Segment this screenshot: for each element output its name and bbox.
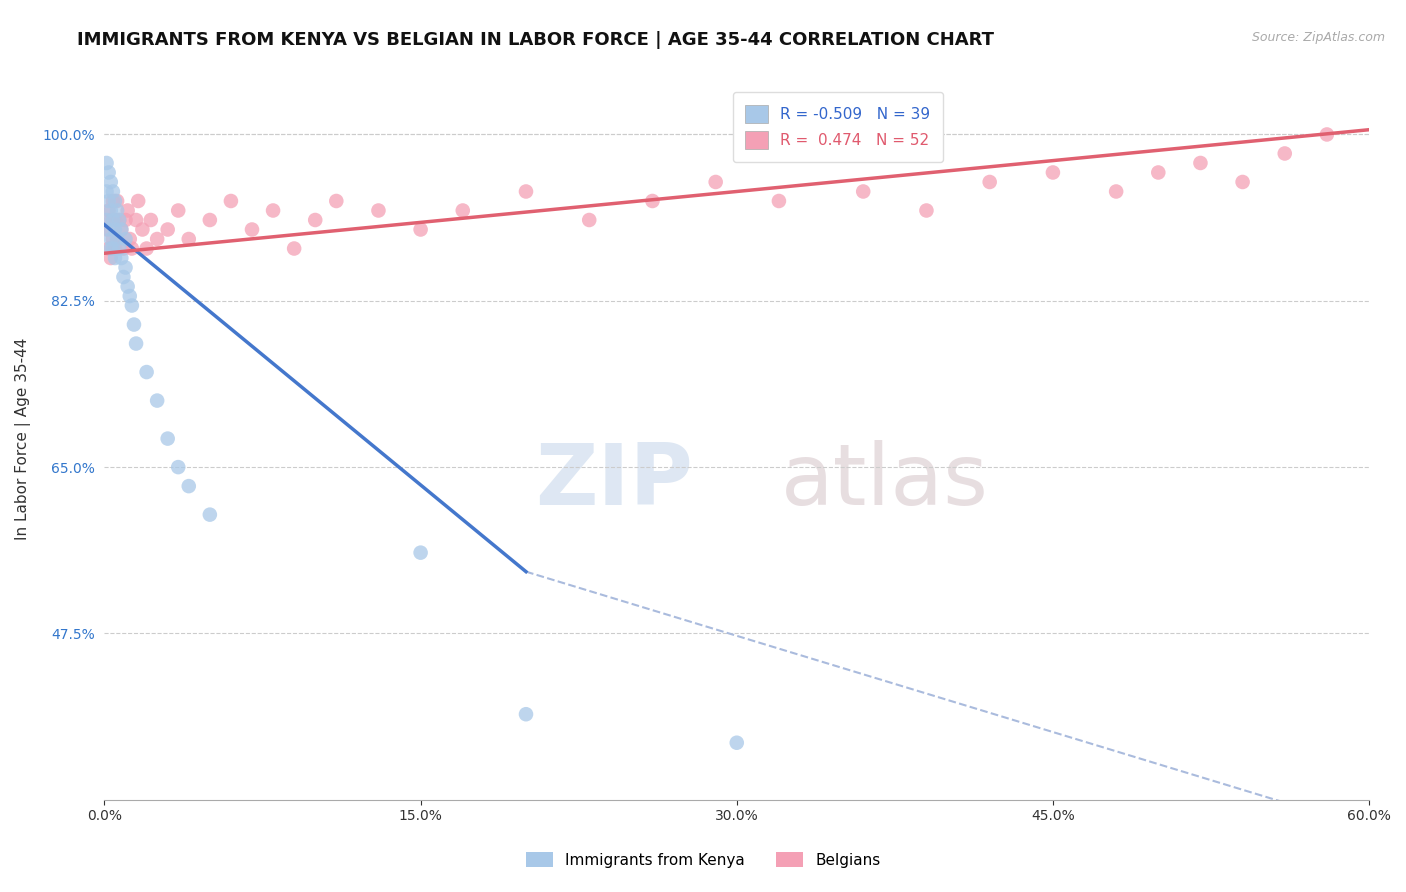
Point	[451, 203, 474, 218]
Point	[125, 336, 148, 351]
Point	[100, 213, 122, 227]
Point	[105, 232, 128, 246]
Point	[110, 222, 132, 236]
Point	[114, 232, 136, 246]
Point	[114, 213, 136, 227]
Point	[219, 194, 242, 208]
Text: Source: ZipAtlas.com: Source: ZipAtlas.com	[1251, 31, 1385, 45]
Point	[409, 546, 432, 560]
Point	[97, 165, 120, 179]
Point	[167, 460, 190, 475]
Point	[110, 222, 132, 236]
Point	[283, 242, 305, 256]
Point	[104, 251, 127, 265]
Point	[325, 194, 347, 208]
Point	[156, 222, 179, 236]
Point	[100, 203, 122, 218]
Point	[131, 222, 153, 236]
Point	[121, 299, 143, 313]
Point	[979, 175, 1001, 189]
Point	[704, 175, 727, 189]
Point	[121, 242, 143, 256]
Point	[167, 203, 190, 218]
Point	[768, 194, 790, 208]
Point	[112, 270, 135, 285]
Point	[97, 242, 120, 256]
Point	[240, 222, 263, 236]
Point	[108, 213, 131, 227]
Point	[262, 203, 284, 218]
Point	[409, 222, 432, 236]
Point	[97, 203, 120, 218]
Point	[101, 194, 124, 208]
Point	[146, 393, 169, 408]
Point	[367, 203, 389, 218]
Point	[578, 213, 600, 227]
Point	[1316, 128, 1339, 142]
Point	[198, 213, 221, 227]
Point	[105, 194, 128, 208]
Point	[101, 185, 124, 199]
Point	[177, 232, 200, 246]
Point	[108, 242, 131, 256]
Point	[96, 222, 118, 236]
Point	[118, 289, 141, 303]
Point	[198, 508, 221, 522]
Point	[101, 242, 124, 256]
Point	[105, 203, 128, 218]
Point	[1042, 165, 1064, 179]
Point	[96, 213, 118, 227]
Point	[97, 222, 120, 236]
Point	[101, 213, 124, 227]
Point	[97, 194, 120, 208]
Point	[125, 213, 148, 227]
Point	[104, 213, 127, 227]
Point	[1147, 165, 1170, 179]
Point	[1232, 175, 1254, 189]
Point	[100, 175, 122, 189]
Point	[105, 232, 128, 246]
Y-axis label: In Labor Force | Age 35-44: In Labor Force | Age 35-44	[15, 337, 31, 540]
Legend: R = -0.509   N = 39, R =  0.474   N = 52: R = -0.509 N = 39, R = 0.474 N = 52	[733, 92, 943, 161]
Text: atlas: atlas	[780, 441, 988, 524]
Point	[304, 213, 326, 227]
Point	[100, 232, 122, 246]
Point	[104, 222, 127, 236]
Point	[1189, 156, 1212, 170]
Point	[100, 242, 122, 256]
Point	[177, 479, 200, 493]
Point	[641, 194, 664, 208]
Point	[135, 365, 157, 379]
Point	[117, 203, 139, 218]
Text: IMMIGRANTS FROM KENYA VS BELGIAN IN LABOR FORCE | AGE 35-44 CORRELATION CHART: IMMIGRANTS FROM KENYA VS BELGIAN IN LABO…	[77, 31, 994, 49]
Text: ZIP: ZIP	[534, 441, 693, 524]
Point	[110, 251, 132, 265]
Point	[100, 251, 122, 265]
Point	[156, 432, 179, 446]
Point	[515, 185, 537, 199]
Point	[852, 185, 875, 199]
Point	[104, 194, 127, 208]
Point	[1105, 185, 1128, 199]
Point	[117, 279, 139, 293]
Point	[515, 707, 537, 722]
Point	[96, 156, 118, 170]
Point	[118, 232, 141, 246]
Point	[96, 185, 118, 199]
Point	[101, 232, 124, 246]
Point	[112, 242, 135, 256]
Point	[915, 203, 938, 218]
Point	[122, 318, 145, 332]
Point	[146, 232, 169, 246]
Point	[104, 242, 127, 256]
Legend: Immigrants from Kenya, Belgians: Immigrants from Kenya, Belgians	[517, 844, 889, 875]
Point	[139, 213, 162, 227]
Point	[114, 260, 136, 275]
Point	[725, 736, 748, 750]
Point	[108, 213, 131, 227]
Point	[127, 194, 149, 208]
Point	[1274, 146, 1296, 161]
Point	[135, 242, 157, 256]
